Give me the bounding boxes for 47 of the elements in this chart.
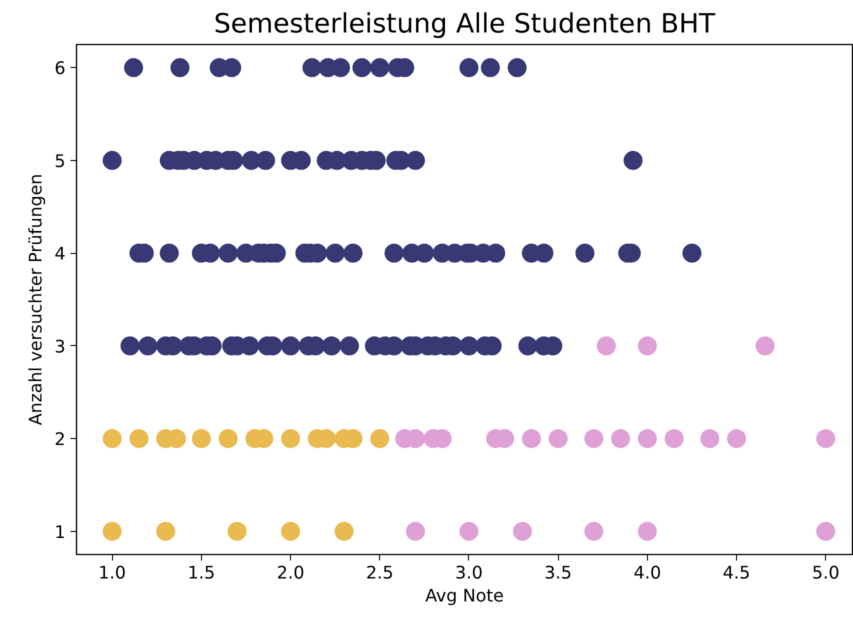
point — [638, 522, 657, 541]
point — [512, 522, 532, 541]
y-tick-label: 4 — [54, 244, 66, 265]
point — [102, 429, 122, 448]
point — [102, 522, 122, 541]
x-tick-label: 3.0 — [455, 564, 483, 584]
point — [334, 522, 354, 541]
point — [228, 522, 247, 541]
point — [281, 522, 300, 541]
x-tick-label: 4.0 — [634, 564, 662, 584]
point — [611, 429, 630, 448]
point — [756, 336, 775, 356]
point — [664, 429, 684, 448]
y-tick-label: 5 — [54, 152, 66, 172]
point — [638, 429, 657, 448]
x-tick-label: 2.5 — [366, 564, 394, 584]
x-tick-label: 5.0 — [812, 564, 840, 584]
point — [584, 429, 604, 448]
x-axis-title: Avg Note — [425, 586, 504, 606]
x-tick-label: 1.0 — [98, 564, 126, 584]
x-tick-label: 4.5 — [722, 564, 750, 584]
x-tick-label: 1.5 — [188, 564, 216, 584]
point — [459, 522, 478, 541]
point — [548, 429, 568, 448]
chart-title: Semesterleistung Alle Studenten BHT — [214, 8, 716, 40]
point — [156, 522, 176, 541]
y-tick-label: 1 — [54, 522, 66, 543]
point — [522, 429, 541, 448]
point — [584, 522, 604, 541]
point — [816, 429, 836, 448]
point — [218, 429, 238, 448]
y-tick-label: 6 — [54, 59, 66, 80]
point — [816, 522, 836, 541]
point — [638, 336, 657, 356]
y-tick-label: 3 — [54, 337, 66, 358]
point — [192, 429, 211, 448]
y-tick-label: 2 — [54, 430, 66, 450]
point — [129, 429, 148, 448]
point — [700, 429, 720, 448]
x-tick-label: 2.0 — [276, 564, 304, 584]
point — [596, 336, 616, 356]
x-tick-label: 3.5 — [544, 564, 572, 584]
y-axis-title: Anzahl versuchter Prüfungen — [26, 174, 46, 426]
point — [281, 429, 300, 448]
point — [727, 429, 746, 448]
point — [406, 522, 425, 541]
point — [370, 429, 390, 448]
